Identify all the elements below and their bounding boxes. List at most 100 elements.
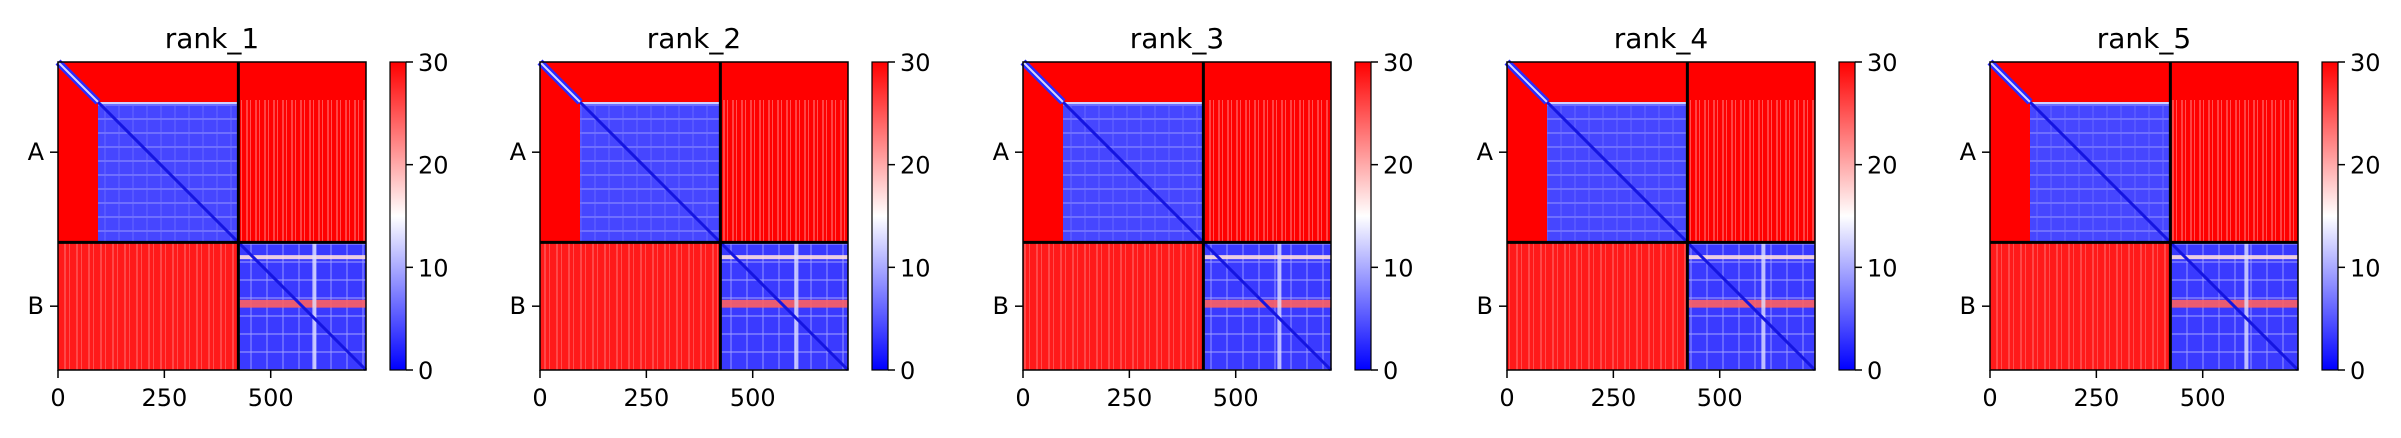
y-tick-label: B (1960, 292, 1976, 320)
interchain-block-AB (238, 100, 366, 243)
diagonal-A-nterm-highlight (1022, 61, 1064, 103)
x-tick-label: 0 (1982, 384, 1997, 412)
plot-frame (1506, 61, 1816, 371)
x-tick-label: 500 (1213, 384, 1259, 412)
x-tick-label: 0 (1499, 384, 1514, 412)
y-tick-label: A (1477, 138, 1494, 166)
y-tick-label: B (993, 292, 1009, 320)
chain-B-band (720, 299, 848, 304)
diagonal-A (2028, 100, 2172, 244)
diagonal-A (96, 100, 240, 244)
colorbar-tick-label: 10 (2350, 254, 2381, 282)
x-tick-label: 250 (2073, 384, 2119, 412)
chain-B-band (1203, 255, 1331, 260)
block-A-edge (580, 102, 721, 104)
colorbar-tick-label: 20 (1867, 152, 1898, 180)
diagonal-A (1061, 100, 1205, 244)
colorbar-tick-label: 20 (900, 152, 931, 180)
diagonal-B (1686, 241, 1817, 372)
colorbar-tick-label: 20 (1383, 152, 1414, 180)
colorbar-tick-label: 20 (2350, 152, 2381, 180)
colorbar-tick-label: 20 (418, 152, 449, 180)
panel-title: rank_4 (1614, 22, 1708, 55)
chain-B-vband (794, 242, 799, 370)
colorbar: 0 10 20 30 (871, 49, 931, 385)
interchain-block-AB (2170, 100, 2298, 243)
colorbar-gradient (1838, 61, 1856, 371)
interchain-block-BA (58, 242, 239, 370)
plot-frame (1022, 61, 1332, 371)
colorbar-tick-label: 0 (1383, 357, 1398, 385)
panel-title: rank_1 (165, 22, 259, 55)
y-tick-label: A (510, 138, 527, 166)
interchain-block-AB (1203, 100, 1331, 243)
chain-B-band (2170, 299, 2298, 304)
heatmap-cells (1020, 59, 1333, 372)
colorbar-tick-label: 0 (1867, 357, 1882, 385)
colorbar-gradient (389, 61, 407, 371)
chain-B-vband (2244, 242, 2249, 370)
heatmap-panel-4: rank_4 0 250 500 A B 0 10 20 30 (1477, 22, 1898, 412)
colorbar-tick-label: 0 (900, 357, 915, 385)
colorbar-tick-label: 30 (1867, 49, 1898, 77)
interchain-block-BA (1990, 242, 2171, 370)
y-tick-label: A (993, 138, 1010, 166)
chain-B-band (720, 255, 848, 260)
block-A-edge (1547, 102, 1688, 104)
colorbar: 0 10 20 30 (389, 49, 449, 385)
colorbar-tick-label: 0 (2350, 357, 2365, 385)
heatmap-panel-3: rank_3 0 250 500 A B 0 10 20 30 (993, 22, 1414, 412)
colorbar: 0 10 20 30 (2321, 49, 2381, 385)
chain-B-vband (1761, 242, 1766, 370)
heatmap-cells (55, 59, 368, 372)
block-A-edge (2030, 102, 2171, 104)
y-tick-label: B (28, 292, 44, 320)
diagonal-B (1202, 241, 1333, 372)
interchain-block-BA (540, 242, 721, 370)
interchain-block-BA (1023, 242, 1204, 370)
plot-frame (1989, 61, 2299, 371)
colorbar-tick-label: 10 (900, 254, 931, 282)
x-tick-label: 0 (50, 384, 65, 412)
x-tick-label: 500 (248, 384, 294, 412)
panel-title: rank_5 (2097, 22, 2191, 55)
y-tick-label: A (1960, 138, 1977, 166)
chain-B-band (238, 255, 366, 260)
heatmap-cells (537, 59, 850, 372)
colorbar-gradient (1354, 61, 1372, 371)
colorbar: 0 10 20 30 (1354, 49, 1414, 385)
colorbar-gradient (2321, 61, 2339, 371)
colorbar-tick-label: 10 (418, 254, 449, 282)
x-tick-label: 0 (1015, 384, 1030, 412)
x-tick-label: 500 (2180, 384, 2226, 412)
panel-title: rank_3 (1130, 22, 1224, 55)
heatmap-cells (1504, 59, 1817, 372)
heatmap-panel-1: rank_1 0 250 500 A B 0 10 20 30 (28, 22, 449, 412)
plot-frame (539, 61, 849, 371)
chain-B-band (1687, 255, 1815, 260)
colorbar-tick-label: 0 (418, 357, 433, 385)
panel-title: rank_2 (647, 22, 741, 55)
diagonal-A-nterm-highlight (539, 61, 581, 103)
chain-B-band (1203, 299, 1331, 304)
x-tick-label: 250 (141, 384, 187, 412)
colorbar: 0 10 20 30 (1838, 49, 1898, 385)
y-tick-label: B (510, 292, 526, 320)
chain-B-band (1687, 299, 1815, 304)
x-tick-label: 250 (623, 384, 669, 412)
heatmap-cells (1987, 59, 2300, 372)
x-tick-label: 250 (1106, 384, 1152, 412)
diagonal-A-nterm-highlight (1989, 61, 2031, 103)
chain-B-band (2170, 255, 2298, 260)
diagonal-A-nterm-highlight (1506, 61, 1548, 103)
interchain-block-AB (1687, 100, 1815, 243)
x-tick-label: 500 (1697, 384, 1743, 412)
colorbar-tick-label: 10 (1383, 254, 1414, 282)
chain-B-vband (312, 242, 317, 370)
diagonal-B (237, 241, 368, 372)
colorbar-tick-label: 30 (900, 49, 931, 77)
block-A-edge (1063, 102, 1204, 104)
chain-B-vband (1277, 242, 1282, 370)
colorbar-tick-label: 10 (1867, 254, 1898, 282)
